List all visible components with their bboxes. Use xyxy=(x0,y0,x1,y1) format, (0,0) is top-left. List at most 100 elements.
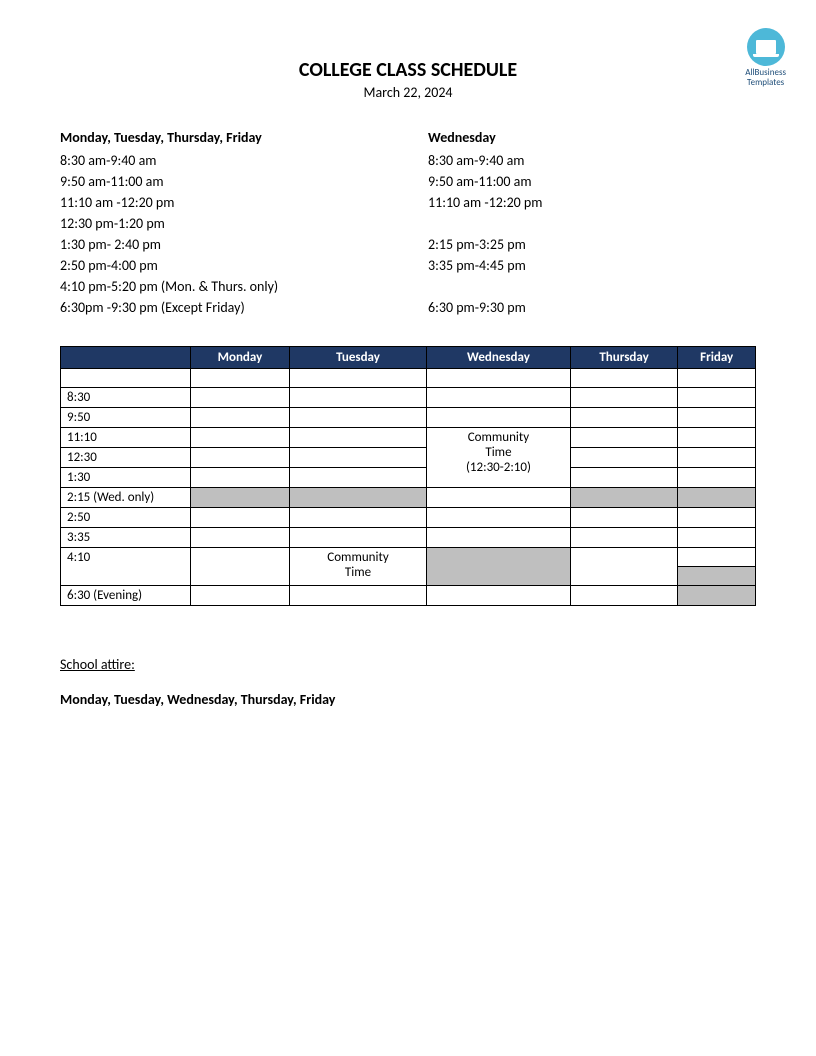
cell-shaded xyxy=(678,586,756,606)
slot-line: 12:30 pm-1:20 pm xyxy=(60,213,388,234)
cell xyxy=(289,428,426,448)
cell xyxy=(427,388,571,408)
slots-right-column: Wednesday 8:30 am-9:40 am 9:50 am-11:00 … xyxy=(428,129,756,318)
cell xyxy=(427,369,571,388)
table-header-row: Monday Tuesday Wednesday Thursday Friday xyxy=(61,347,756,369)
table-row: 11:10 Community Time (12:30-2:10) xyxy=(61,428,756,448)
cell xyxy=(570,586,678,606)
time-cell: 8:30 xyxy=(61,388,191,408)
table-row: 3:35 xyxy=(61,528,756,548)
time-cell xyxy=(61,369,191,388)
table-row: 2:50 xyxy=(61,508,756,528)
cell xyxy=(191,586,290,606)
cell xyxy=(289,468,426,488)
attire-days: Monday, Tuesday, Wednesday, Thursday, Fr… xyxy=(60,691,756,708)
col-monday: Monday xyxy=(191,347,290,369)
cell-shaded xyxy=(678,567,756,586)
slot-line: 2:50 pm-4:00 pm xyxy=(60,255,388,276)
slot-line: 8:30 am-9:40 am xyxy=(428,150,756,171)
cell-shaded xyxy=(678,488,756,508)
time-cell: 1:30 xyxy=(61,468,191,488)
cell-shaded xyxy=(570,488,678,508)
tue-community-l1: Community xyxy=(296,550,420,565)
slot-line: 6:30pm -9:30 pm (Except Friday) xyxy=(60,297,388,318)
time-cell: 9:50 xyxy=(61,408,191,428)
cell xyxy=(570,448,678,468)
cell xyxy=(191,528,290,548)
cell xyxy=(678,448,756,468)
time-cell: 4:10 xyxy=(61,548,191,586)
cell xyxy=(570,548,678,586)
col-thursday: Thursday xyxy=(570,347,678,369)
cell xyxy=(570,408,678,428)
col-tuesday: Tuesday xyxy=(289,347,426,369)
cell xyxy=(678,508,756,528)
cell xyxy=(289,388,426,408)
cell xyxy=(191,508,290,528)
cell xyxy=(570,369,678,388)
table-row: 2:15 (Wed. only) xyxy=(61,488,756,508)
time-slots: Monday, Tuesday, Thursday, Friday 8:30 a… xyxy=(60,129,756,318)
cell xyxy=(570,388,678,408)
logo: AllBusiness Templates xyxy=(745,28,786,88)
cell xyxy=(678,369,756,388)
cell xyxy=(289,448,426,468)
col-friday: Friday xyxy=(678,347,756,369)
table-row: 4:10 Community Time xyxy=(61,548,756,567)
slot-line: 9:50 am-11:00 am xyxy=(428,171,756,192)
cell xyxy=(570,428,678,448)
wed-community-cell: Community Time (12:30-2:10) xyxy=(427,428,571,488)
cell xyxy=(678,388,756,408)
slot-line: 11:10 am -12:20 pm xyxy=(428,192,756,213)
logo-text-2: Templates xyxy=(745,78,786,88)
slot-line: 6:30 pm-9:30 pm xyxy=(428,297,756,318)
slot-line: 8:30 am-9:40 am xyxy=(60,150,388,171)
page-title: COLLEGE CLASS SCHEDULE xyxy=(60,58,756,82)
cell xyxy=(570,508,678,528)
page-date: March 22, 2024 xyxy=(60,84,756,101)
table-row: 12:30 xyxy=(61,448,756,468)
cell xyxy=(678,528,756,548)
cell xyxy=(289,528,426,548)
time-cell: 12:30 xyxy=(61,448,191,468)
cell xyxy=(427,508,571,528)
cell xyxy=(427,408,571,428)
cell xyxy=(191,388,290,408)
slot-line xyxy=(428,213,756,234)
cell xyxy=(678,468,756,488)
slot-line: 9:50 am-11:00 am xyxy=(60,171,388,192)
cell xyxy=(570,468,678,488)
logo-icon xyxy=(747,28,785,66)
table-row: 9:50 xyxy=(61,408,756,428)
cell xyxy=(191,448,290,468)
slots-left-column: Monday, Tuesday, Thursday, Friday 8:30 a… xyxy=(60,129,388,318)
slot-line: 11:10 am -12:20 pm xyxy=(60,192,388,213)
slot-line: 1:30 pm- 2:40 pm xyxy=(60,234,388,255)
cell xyxy=(289,508,426,528)
table-row xyxy=(61,369,756,388)
table-row: 8:30 xyxy=(61,388,756,408)
slots-right-heading: Wednesday xyxy=(428,129,756,146)
cell xyxy=(289,369,426,388)
cell xyxy=(191,408,290,428)
slot-line: 2:15 pm-3:25 pm xyxy=(428,234,756,255)
cell xyxy=(427,488,571,508)
cell xyxy=(191,468,290,488)
time-cell: 3:35 xyxy=(61,528,191,548)
slot-line: 4:10 pm-5:20 pm (Mon. & Thurs. only) xyxy=(60,276,388,297)
attire-label: School attire: xyxy=(60,656,756,673)
time-cell: 11:10 xyxy=(61,428,191,448)
cell xyxy=(678,548,756,567)
cell xyxy=(191,369,290,388)
slot-line xyxy=(428,276,756,297)
col-wednesday: Wednesday xyxy=(427,347,571,369)
time-cell: 2:50 xyxy=(61,508,191,528)
cell xyxy=(678,428,756,448)
time-cell: 2:15 (Wed. only) xyxy=(61,488,191,508)
cell xyxy=(427,586,571,606)
cell xyxy=(570,528,678,548)
cell-shaded xyxy=(427,548,571,586)
cell xyxy=(289,586,426,606)
cell xyxy=(191,548,290,586)
col-time xyxy=(61,347,191,369)
